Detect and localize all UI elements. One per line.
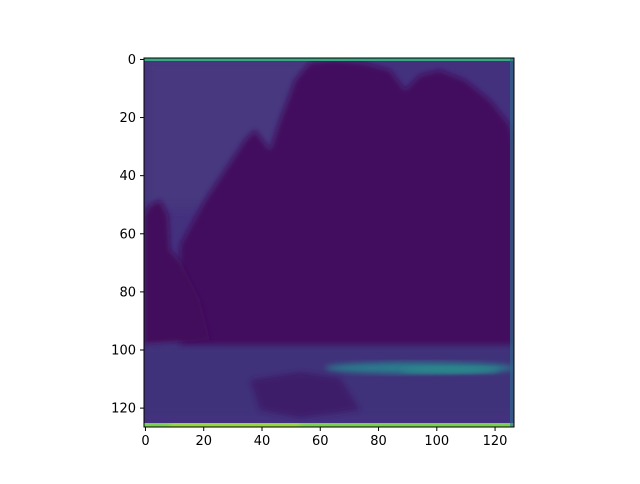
heatmap-right-edge (510, 58, 514, 427)
y-tick-label: 20 (119, 111, 136, 126)
x-tick-label: 40 (254, 434, 271, 449)
x-axis-ticks: 0 20 40 60 80 100 120 (141, 427, 507, 449)
y-tick-label: 120 (111, 402, 136, 417)
x-tick-label: 120 (483, 434, 508, 449)
x-tick-label: 20 (195, 434, 212, 449)
x-tick-label: 60 (312, 434, 329, 449)
y-tick-label: 100 (111, 344, 136, 359)
heatmap-bright-band-core (400, 367, 500, 373)
y-axis-ticks: 0 20 40 60 80 100 120 (111, 53, 144, 417)
x-tick-label: 100 (424, 434, 449, 449)
y-tick-label: 80 (119, 285, 136, 300)
y-tick-label: 40 (119, 169, 136, 184)
x-tick-label: 0 (141, 434, 149, 449)
y-tick-label: 60 (119, 227, 136, 242)
x-tick-label: 80 (370, 434, 387, 449)
heatmap-image (144, 58, 515, 427)
y-tick-label: 0 (128, 53, 136, 68)
